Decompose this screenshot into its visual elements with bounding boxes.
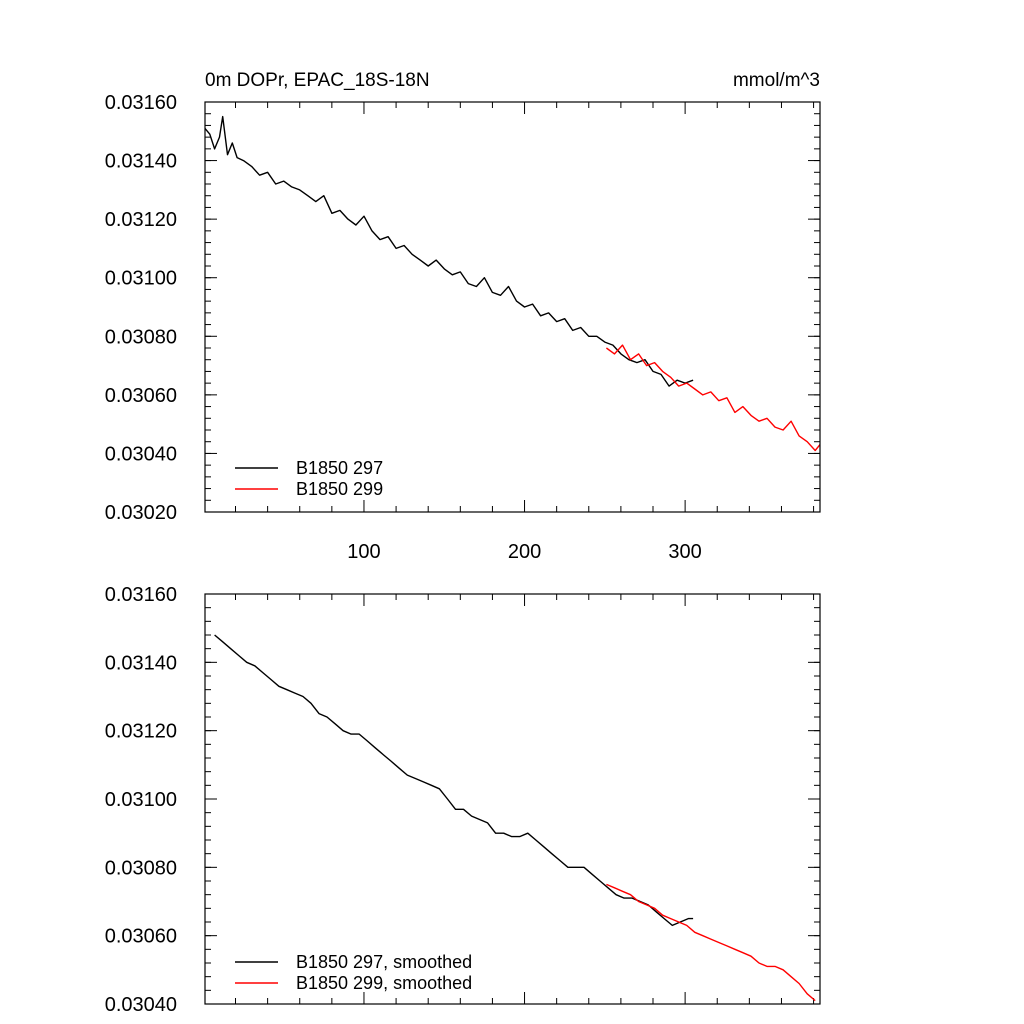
series-line-1 <box>214 634 694 927</box>
y-tick-label: 0.03160 <box>105 92 177 114</box>
units-label: mmol/m^3 <box>733 70 820 91</box>
chart-panel-top: 0m DOPr, EPAC_18S-18N mmol/m^3 0.030200.… <box>105 70 821 563</box>
chart-panel-bottom: 0.03040 0.03060 0.03080 0.03100 0.03120 0.031… <box>105 584 821 1016</box>
y-tick-label: 0.03020 <box>105 502 177 524</box>
series-line-2 <box>605 344 821 452</box>
chart-layer-bottom: 0.03040 0.03060 0.03080 0.03100 0.03120 0.031… <box>105 584 820 1016</box>
y-tick-label: 0.03100 <box>105 268 177 290</box>
y-tick-label: 0.03060 <box>105 926 177 948</box>
y-tick-label: 0.03120 <box>105 209 177 231</box>
chart-layer-top: 0.03020 0.03040 0.03060 0.03080 0.03100 0.031… <box>105 92 821 563</box>
y-tick-label: 0.03040 <box>105 994 177 1016</box>
plot-frame-top <box>204 101 821 513</box>
x-tick-label: 300 <box>668 541 701 563</box>
chart-title: 0m DOPr, EPAC_18S-18N <box>205 70 430 91</box>
y-tick-label: 0.03080 <box>105 857 177 879</box>
y-tick-label: 0.03120 <box>105 721 177 743</box>
y-tick-label: 0.03040 <box>105 443 177 465</box>
series-line-2 <box>606 883 816 1002</box>
y-tick-label: 0.03060 <box>105 385 177 407</box>
legend-label: B1850 297, smoothed <box>296 952 472 972</box>
legend-label: B1850 299 <box>296 479 383 499</box>
plot-frame-bottom <box>204 593 821 1005</box>
y-tick-label: 0.03100 <box>105 789 177 811</box>
legend-label: B1850 299, smoothed <box>296 973 472 993</box>
x-tick-label: 100 <box>347 541 380 563</box>
y-tick-label: 0.03080 <box>105 326 177 348</box>
y-tick-label: 0.03160 <box>105 584 177 606</box>
series-line-1 <box>204 115 694 387</box>
x-tick-label: 200 <box>508 541 541 563</box>
legend-label: B1850 297 <box>296 458 383 478</box>
y-tick-label: 0.03140 <box>105 151 177 173</box>
y-tick-label: 0.03140 <box>105 652 177 674</box>
